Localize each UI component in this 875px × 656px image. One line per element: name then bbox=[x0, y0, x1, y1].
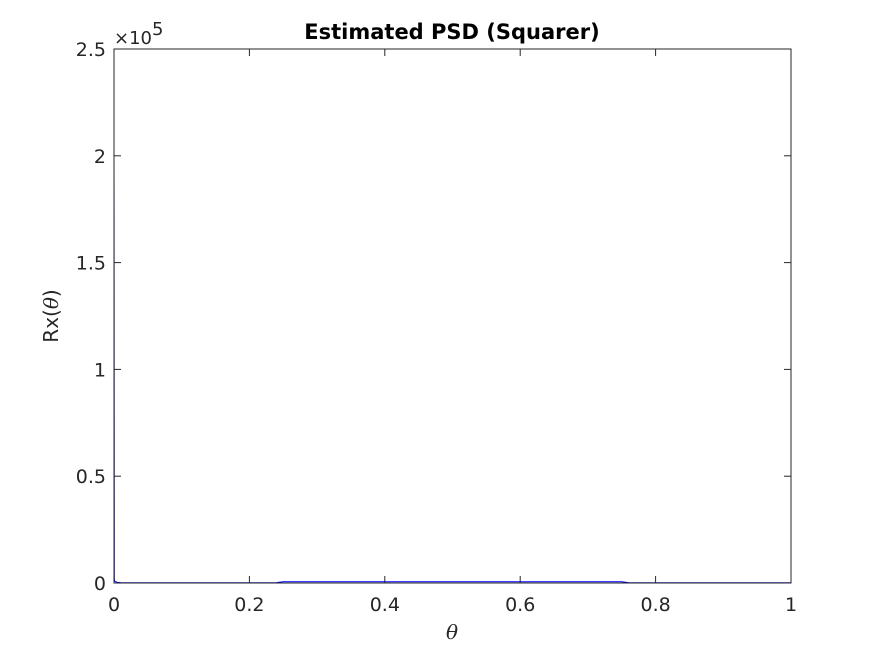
y-tick-label: 2.5 bbox=[76, 39, 106, 61]
y-axis-label-suffix: ) bbox=[39, 289, 63, 297]
x-tick-label: 1 bbox=[785, 594, 797, 616]
y-exponent-label: ×105 bbox=[114, 19, 163, 49]
y-axis-label-symbol: θ bbox=[39, 297, 63, 309]
y-exponent-power: 5 bbox=[152, 19, 163, 40]
series-line bbox=[113, 155, 791, 584]
plot-area bbox=[114, 49, 791, 583]
y-tick-label: 0 bbox=[94, 573, 106, 595]
ticks-layer: 0 0.2 0.4 0.6 0.8 1 0 0.5 1 1.5 2 2.5 bbox=[76, 39, 797, 616]
y-axis-label-prefix: Rx( bbox=[39, 309, 63, 343]
x-tick-label: 0.8 bbox=[640, 594, 670, 616]
y-exponent-base: ×10 bbox=[114, 28, 152, 49]
x-tick-label: 0 bbox=[108, 594, 120, 616]
chart-title: Estimated PSD (Squarer) bbox=[304, 20, 599, 44]
y-tick-label: 1.5 bbox=[76, 253, 106, 275]
x-tick-label: 0.6 bbox=[505, 594, 535, 616]
y-tick-label: 0.5 bbox=[76, 466, 106, 488]
y-tick-label: 1 bbox=[94, 359, 106, 381]
y-tick-label: 2 bbox=[94, 146, 106, 168]
axes-box bbox=[113, 48, 792, 584]
x-tick-label: 0.4 bbox=[370, 594, 400, 616]
series-layer bbox=[113, 155, 791, 584]
x-axis-label: θ bbox=[446, 620, 458, 644]
y-axis-label: Rx(θ) bbox=[39, 289, 63, 342]
x-tick-label: 0.2 bbox=[234, 594, 264, 616]
